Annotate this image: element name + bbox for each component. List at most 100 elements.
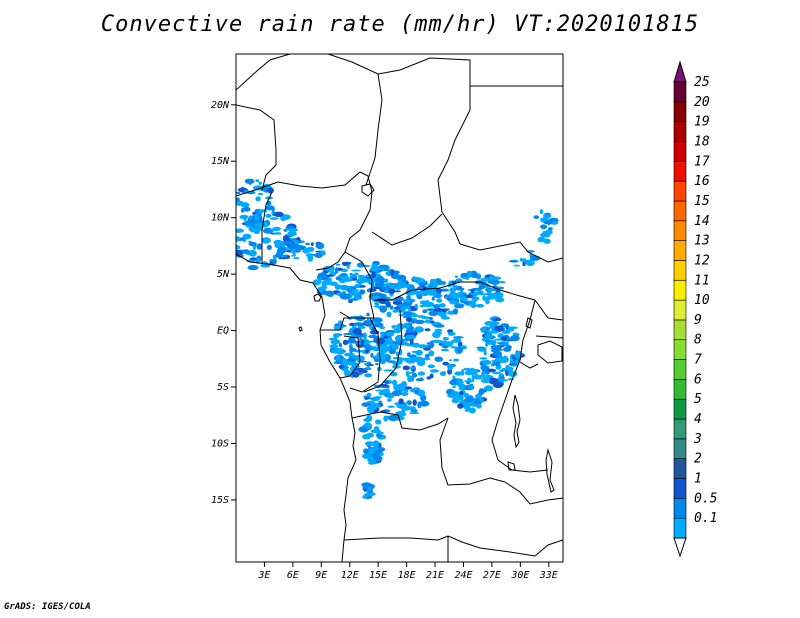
map-title: Convective rain rate (mm/hr) VT:20201018… — [100, 12, 700, 37]
colorbar-bottom-arrow — [673, 537, 687, 558]
lon-tick-label: 18E — [398, 570, 416, 581]
colorbar-bin — [673, 398, 687, 420]
lat-tick-label: 15S — [211, 495, 229, 506]
bioko-island — [313, 293, 322, 302]
gabon-border — [320, 317, 370, 331]
lat-tick-label: 20N — [211, 100, 230, 111]
lon-tick-label: 9E — [315, 570, 327, 581]
colorbar-label: 5 — [694, 392, 702, 407]
colorbar-bin — [673, 498, 687, 519]
car-south-border — [374, 281, 536, 301]
zimbabwe-border — [479, 539, 563, 557]
colorbar-bin — [673, 141, 687, 162]
colorbar-bin — [673, 458, 687, 479]
sudan-south-border — [459, 241, 563, 263]
colorbar-label: 15 — [694, 194, 710, 209]
colorbar-bin — [673, 478, 687, 499]
benin-border — [261, 191, 273, 264]
colorbar-label: 25 — [694, 75, 710, 90]
atlantic-coastline — [236, 253, 357, 562]
rwanda-border — [519, 361, 539, 369]
colorbar-label: 13 — [694, 234, 710, 249]
colorbar-label: 6 — [694, 372, 702, 387]
grads-credit: GrADS: IGES/COLA — [4, 602, 91, 612]
lat-tick-label: 5N — [217, 269, 230, 280]
lake-victoria — [537, 340, 563, 364]
angola-east-border — [439, 417, 506, 486]
colorbar-label: 20 — [694, 95, 710, 110]
latitude-axis: 20N 15N 10N 5N EQ 5S 10S 15S — [211, 100, 236, 506]
zambia-border — [504, 481, 563, 505]
colorbar-bin — [673, 418, 687, 440]
rain-field — [236, 178, 559, 500]
sao-tome-island — [298, 326, 303, 332]
gabon-congo-border — [339, 335, 361, 379]
colorbar-label: 2 — [694, 452, 702, 467]
chad-car-border — [371, 213, 443, 246]
colorbar-bin — [673, 379, 687, 400]
colorbar-bin — [673, 121, 687, 142]
colorbar-bin — [673, 299, 687, 321]
lon-tick-label: 6E — [287, 570, 299, 581]
lat-tick-label: 15N — [211, 156, 230, 167]
congo-drc-border — [363, 309, 403, 393]
lake-tanganyika — [512, 394, 521, 449]
lon-tick-label: 24E — [454, 570, 472, 581]
colorbar-label: 0.1 — [694, 511, 717, 526]
colorbar-bin — [673, 438, 687, 459]
colorbar-label: 3 — [693, 432, 702, 447]
colorbar-bin — [673, 101, 687, 122]
colorbar-bin — [673, 161, 687, 182]
lat-tick-label: 10N — [211, 213, 230, 224]
colorbar-bin — [673, 319, 687, 341]
colorbar-bin — [673, 81, 687, 103]
lat-tick-label: EQ — [217, 326, 229, 337]
lake-mweru — [507, 461, 516, 471]
colorbar-bin — [673, 339, 687, 360]
car-congo-border — [349, 317, 381, 393]
algeria-niger-border — [236, 104, 277, 191]
libya-border — [327, 54, 471, 110]
colorbar-label: 16 — [694, 174, 710, 189]
colorbar-label: 10 — [694, 293, 710, 308]
colorbar-label: 19 — [694, 115, 710, 130]
colorbar-label: 9 — [694, 313, 702, 328]
colorbar-label: 8 — [694, 333, 702, 348]
colorbar-bin — [673, 220, 687, 241]
colorbar-label: 14 — [694, 214, 710, 229]
uganda-border — [534, 299, 563, 321]
uganda-kenya-border — [535, 335, 563, 339]
colorbar-bin — [673, 240, 687, 261]
colorbar-bin — [673, 279, 687, 301]
colorbar-label: 1 — [694, 472, 702, 487]
lon-tick-label: 27E — [483, 570, 501, 581]
lon-tick-label: 33E — [539, 570, 558, 581]
colorbar-bin — [673, 359, 687, 380]
colorbar-label: 17 — [694, 154, 710, 169]
colorbar-bin — [673, 180, 687, 202]
lon-tick-label: 30E — [510, 570, 529, 581]
chad-sudan-border — [437, 109, 471, 245]
colorbar-label: 7 — [694, 353, 702, 368]
colorbar-label: 0.5 — [694, 491, 718, 506]
lat-tick-label: 5S — [217, 382, 229, 393]
lon-tick-label: 3E — [257, 570, 270, 581]
colorbar-label: 18 — [694, 134, 710, 149]
colorbar-bin — [673, 200, 687, 222]
chad-east-border — [365, 73, 383, 186]
country-borders — [236, 54, 563, 562]
lake-malawi — [545, 448, 555, 493]
colorbar-top-arrow — [673, 60, 687, 83]
colorbar-bin — [673, 260, 687, 281]
colorbar-label: 4 — [694, 412, 702, 427]
map-frame — [235, 53, 564, 563]
lat-tick-label: 10S — [211, 438, 229, 449]
angola-south-border — [343, 535, 481, 549]
lake-chad — [361, 183, 375, 197]
colorbar-label: 12 — [694, 253, 710, 268]
lon-tick-label: 21E — [426, 570, 444, 581]
colorbar-label: 11 — [694, 273, 710, 288]
angola-north-border — [351, 411, 449, 431]
lon-tick-label: 15E — [369, 570, 387, 581]
